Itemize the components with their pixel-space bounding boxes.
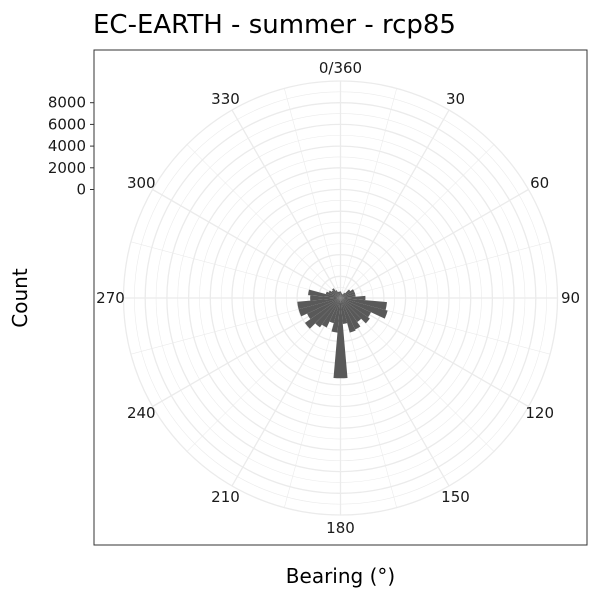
- bar-bearing-240: [307, 298, 341, 320]
- x-axis-title: Bearing (°): [286, 564, 395, 588]
- major-grid-spoke: [231, 109, 342, 299]
- bar-bearing-70: [340, 291, 356, 298]
- bar-bearing-50: [340, 289, 351, 298]
- angle-tick-label: 240: [127, 404, 156, 422]
- bar-bearing-290: [325, 291, 341, 298]
- minor-grid-spoke: [284, 88, 341, 299]
- bar-bearing-340: [337, 291, 341, 298]
- angle-tick-label: 30: [446, 90, 465, 108]
- minor-grid-spoke: [340, 297, 397, 508]
- bar-bearing-170: [340, 298, 348, 324]
- y-tick-label: 6000: [48, 115, 86, 133]
- minor-grid-spoke: [340, 241, 551, 299]
- angle-tick-labels: 0/360 30 60 90 120 150 180 210 240 270 300 330: [96, 59, 580, 537]
- bar-bearing-190: [331, 298, 341, 333]
- bar-bearing-150: [340, 298, 361, 330]
- minor-grid-spoke: [340, 88, 397, 299]
- y-axis: 0 2000 4000 6000 8000: [48, 94, 94, 199]
- bar-bearing-90: [340, 295, 366, 301]
- bar-bearing-80: [340, 294, 356, 298]
- bars: [297, 288, 388, 379]
- major-grid-spoke: [231, 297, 342, 487]
- angle-tick-label: 120: [525, 404, 554, 422]
- major-grid-spoke: [152, 188, 341, 299]
- minor-grid-spoke: [340, 297, 495, 452]
- bar-bearing-350: [338, 291, 341, 298]
- angle-tick-label: 210: [211, 488, 240, 506]
- bar-bearing-40: [340, 292, 346, 298]
- angle-tick-label: 60: [530, 174, 549, 192]
- major-grid-spoke: [340, 188, 529, 299]
- bar-bearing-10: [340, 292, 342, 298]
- y-tick-label: 2000: [48, 159, 86, 177]
- angle-tick-label: 150: [441, 488, 470, 506]
- angle-tick-label: 330: [211, 90, 240, 108]
- bar-bearing-310: [331, 290, 341, 298]
- chart-title: EC-EARTH - summer - rcp85: [93, 10, 456, 40]
- y-tick-label: 8000: [48, 94, 86, 112]
- angle-tick-label: 300: [127, 174, 156, 192]
- bar-bearing-260: [297, 298, 341, 310]
- y-tick-label: 4000: [48, 137, 86, 155]
- major-grid-spoke: [339, 109, 450, 299]
- angle-tick-label: 0/360: [319, 59, 362, 77]
- bar-bearing-140: [340, 298, 362, 322]
- minor-grid-spoke: [130, 241, 341, 299]
- bar-bearing-180: [333, 298, 348, 379]
- bar-bearing-230: [304, 298, 341, 329]
- bar-bearing-30: [340, 294, 343, 298]
- bar-bearing-0: [339, 291, 342, 298]
- y-axis-title: Count: [8, 268, 32, 328]
- bar-bearing-330: [335, 290, 341, 298]
- bar-bearing-250: [298, 298, 341, 317]
- bar-bearing-280: [308, 289, 341, 298]
- bar-bearing-160: [340, 298, 356, 333]
- major-grid-spoke: [340, 297, 529, 408]
- minor-grid-spoke: [186, 144, 341, 299]
- bar-bearing-210: [321, 298, 341, 328]
- bar-bearing-200: [329, 298, 341, 324]
- y-tick-label: 0: [76, 181, 86, 199]
- major-grid-spoke: [339, 297, 450, 487]
- angle-tick-label: 180: [326, 519, 355, 537]
- angle-tick-label: 90: [561, 289, 580, 307]
- bar-bearing-300: [328, 290, 341, 298]
- bar-bearing-130: [340, 298, 370, 324]
- bar-bearing-320: [332, 288, 341, 298]
- bar-bearing-110: [340, 298, 388, 319]
- polar-grid: [122, 80, 559, 516]
- bar-bearing-60: [340, 289, 355, 298]
- bar-bearing-270: [310, 295, 341, 301]
- minor-grid-spoke: [340, 144, 495, 299]
- minor-grid-spoke: [284, 297, 341, 508]
- bar-bearing-100: [340, 298, 387, 311]
- bar-bearing-220: [315, 298, 341, 328]
- bar-bearing-20: [340, 293, 343, 298]
- angle-tick-label: 270: [96, 289, 125, 307]
- bar-bearing-120: [340, 298, 371, 318]
